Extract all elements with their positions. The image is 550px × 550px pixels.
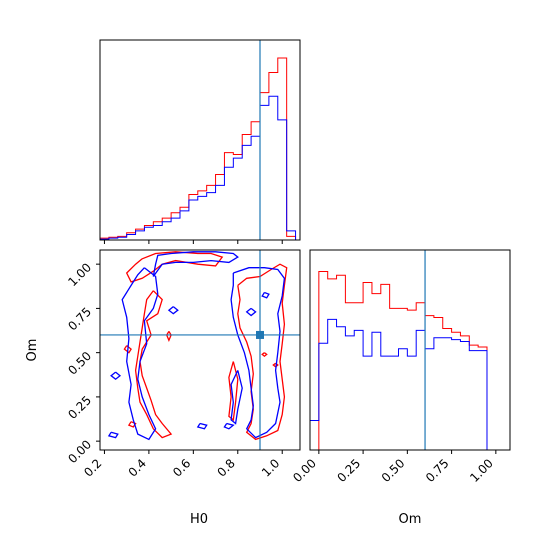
h0-tick-label: 0.2 xyxy=(81,456,104,479)
om-y-tick-label: 0.50 xyxy=(65,349,94,378)
contour-blue-9 xyxy=(261,291,270,299)
h0-tick-label: 0.8 xyxy=(214,456,237,479)
h0-tick-label: 0.4 xyxy=(126,456,149,479)
om-axis-label: Om xyxy=(399,512,422,527)
om-hist-red-step xyxy=(310,271,505,451)
contour-blue-8 xyxy=(245,307,257,317)
contour-blue-2 xyxy=(230,267,286,439)
contour-blue-4 xyxy=(107,431,119,439)
contour-blue-3 xyxy=(230,370,243,425)
om-tick-label: 0.25 xyxy=(334,456,363,485)
contour-blue-0 xyxy=(152,251,239,277)
h0-histogram-panel xyxy=(99,39,301,244)
contour-red-2 xyxy=(237,263,288,441)
contour-red-6 xyxy=(165,331,172,342)
om-hist-blue-step xyxy=(310,318,505,451)
contour-blue-10 xyxy=(167,306,179,315)
om-tick-label: 0.00 xyxy=(290,456,319,485)
om-y-tick-label: 1.00 xyxy=(65,260,94,289)
h0-hist-frame xyxy=(99,39,301,241)
contour-red-1 xyxy=(134,290,173,439)
contour-blue-1 xyxy=(121,267,159,441)
om-hist-frame xyxy=(309,249,511,451)
h0-om-contour-panel: 0.2 0.4 0.6 0.8 1.00.000.250.500.751.00 xyxy=(65,249,301,480)
h0-hist-blue-step xyxy=(99,95,297,240)
contour-blue-6 xyxy=(196,422,208,430)
om-y-tick-label: 0.75 xyxy=(65,305,94,334)
h0-tick-label: 1.0 xyxy=(259,456,282,479)
contour-red-5 xyxy=(123,345,132,354)
contour-blue-5 xyxy=(110,371,122,381)
om-y-axis-label: Om xyxy=(25,339,40,362)
contour-group xyxy=(107,251,288,441)
contour-red-7 xyxy=(261,352,268,358)
om-tick-label: 1.00 xyxy=(467,456,496,485)
om-histogram-panel: 0.00 0.25 0.50 0.75 1.00 xyxy=(290,249,511,485)
om-tick-label: 0.50 xyxy=(379,456,408,485)
contour-frame xyxy=(99,249,301,451)
om-tick-label: 0.75 xyxy=(423,456,452,485)
h0-hist-red-step xyxy=(99,57,297,240)
h0-tick-label: 0.6 xyxy=(170,456,193,479)
contour-blue-7 xyxy=(223,422,235,430)
om-y-tick-label: 0.25 xyxy=(65,393,94,422)
contour-red-3 xyxy=(228,361,239,422)
truth-marker xyxy=(256,330,264,339)
contour-red-0 xyxy=(125,251,224,283)
h0-axis-label: H0 xyxy=(190,512,208,527)
